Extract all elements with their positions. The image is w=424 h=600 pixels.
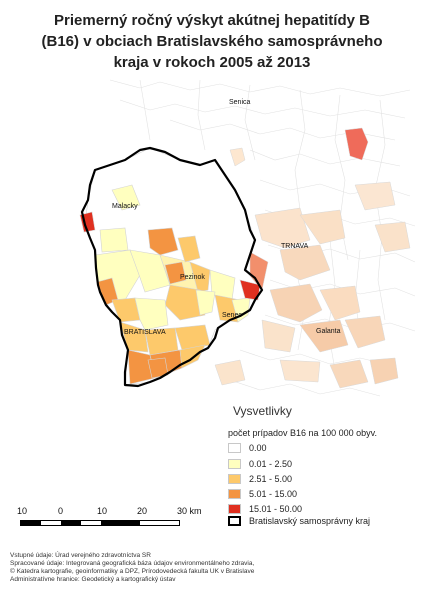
- map-title-line-3: kraja v rokoch 2005 až 2013: [113, 54, 311, 71]
- scale-label: 20: [137, 506, 148, 516]
- map-label-malacky: Malacky: [112, 203, 138, 210]
- legend-swatch: [228, 442, 241, 453]
- map-label-senica: Senica: [229, 99, 251, 106]
- map-title: Priemerný ročný výskyt akútnej hepatitíd…: [10, 10, 414, 73]
- legend-swatch: [228, 473, 241, 484]
- map-title-line-2: (B16) v obciach Bratislavského samospráv…: [41, 33, 383, 50]
- scale-label: 0: [58, 506, 64, 516]
- legend-boundary: Bratislavský samosprávny kraj: [228, 516, 370, 526]
- outside-colored-areas: [214, 127, 411, 389]
- legend-label: 2.51 - 5.00: [249, 473, 293, 484]
- scale-bar-graphic: [20, 520, 180, 526]
- legend-swatch: [228, 488, 241, 499]
- legend-swatch: [228, 503, 241, 514]
- region-boundary: [80, 146, 264, 388]
- legend-boundary-swatch: [228, 516, 241, 526]
- legend-item: 2.51 - 5.00: [228, 473, 292, 484]
- source-line: Vstupné údaje: Úrad verejného zdravotníc…: [10, 552, 151, 559]
- data-sources: Vstupné údaje: Úrad verejného zdravotníc…: [10, 552, 254, 584]
- legend-label: 0.01 - 2.50: [249, 458, 293, 469]
- legend-boundary-label: Bratislavský samosprávny kraj: [249, 516, 371, 526]
- legend-subtitle: počet prípadov B16 na 100 000 obyv.: [228, 428, 377, 438]
- scale-labels: 10 0 10 20 30 km: [17, 506, 220, 518]
- map-label-trnava: TRNAVA: [281, 243, 309, 250]
- source-line: Administratívne hranice: Geodetický a ka…: [10, 576, 176, 583]
- source-line: Spracované údaje: Integrovaná geografick…: [10, 560, 255, 567]
- map-label-pezinok: Pezinok: [180, 274, 205, 281]
- legend-swatch: [228, 458, 241, 469]
- map-label-galanta: Galanta: [316, 328, 341, 335]
- legend-item: 0.00: [228, 442, 267, 453]
- region-municipalities: [79, 147, 263, 386]
- scale-label: 10: [97, 506, 108, 516]
- legend-item: 5.01 - 15.00: [228, 488, 297, 499]
- legend-item: 15.01 - 50.00: [228, 503, 302, 514]
- map-label-senec: Senec: [222, 312, 242, 319]
- legend-label: 5.01 - 15.00: [249, 488, 298, 499]
- scale-label: 10: [17, 506, 28, 516]
- source-line: © Katedra kartografie, geoinformatiky a …: [10, 568, 255, 575]
- scale-label: 30 km: [177, 506, 202, 516]
- legend-label: 15.01 - 50.00: [249, 503, 303, 514]
- map-label-bratislava: BRATISLAVA: [124, 329, 166, 336]
- legend-item: 0.01 - 2.50: [228, 458, 292, 469]
- legend-title: Vysvetlivky: [233, 404, 292, 418]
- legend-label: 0.00: [249, 442, 267, 453]
- map-title-line-1: Priemerný ročný výskyt akútnej hepatitíd…: [54, 12, 370, 29]
